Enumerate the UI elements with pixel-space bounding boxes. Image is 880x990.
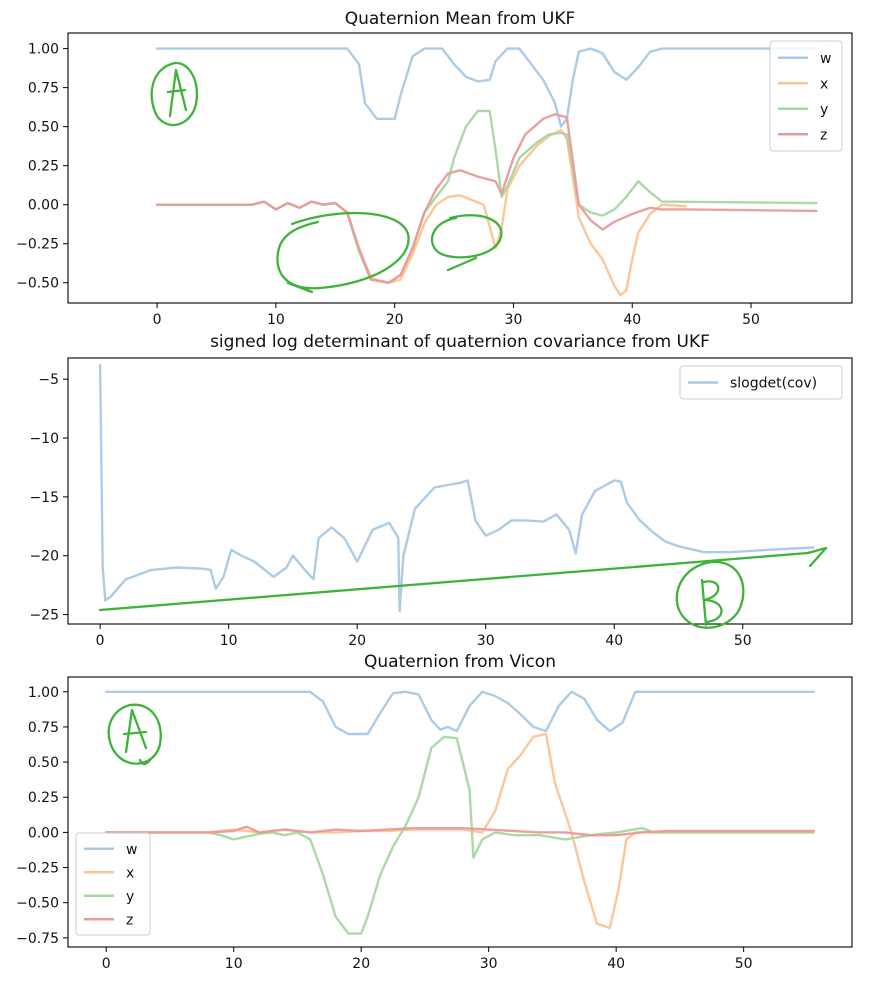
x-tick-label: 20 bbox=[386, 312, 404, 328]
chart-title: Quaternion from Vicon bbox=[364, 652, 556, 672]
x-tick-label: 10 bbox=[220, 633, 238, 649]
x-tick-label: 50 bbox=[734, 633, 752, 649]
y-tick-label: 0.00 bbox=[28, 825, 59, 841]
y-tick-label: −0.25 bbox=[16, 237, 59, 253]
chart-title: Quaternion Mean from UKF bbox=[345, 9, 576, 29]
legend: slogdet(cov) bbox=[679, 365, 843, 400]
annotation-circle-dip bbox=[276, 211, 410, 294]
legend-label: x bbox=[820, 76, 828, 92]
annotation-line-slogdet bbox=[98, 546, 828, 612]
legend-label: slogdet(cov) bbox=[730, 376, 817, 392]
legend-label: y bbox=[126, 889, 134, 905]
y-tick-label: −10 bbox=[29, 431, 59, 447]
legend-label: z bbox=[126, 912, 133, 928]
y-tick-label: −25 bbox=[29, 608, 59, 624]
series-line-w bbox=[155, 47, 818, 128]
x-tick-label: 30 bbox=[480, 956, 498, 972]
y-tick-label: 0.50 bbox=[28, 755, 59, 771]
x-tick-label: 40 bbox=[623, 312, 641, 328]
y-tick-label: −0.25 bbox=[16, 861, 59, 877]
x-tick-label: 10 bbox=[267, 312, 285, 328]
x-tick-label: 50 bbox=[742, 312, 760, 328]
y-tick-label: 0.25 bbox=[28, 790, 59, 806]
x-tick-label: 10 bbox=[225, 956, 243, 972]
legend-label: z bbox=[820, 127, 827, 143]
annotation-a-top bbox=[150, 61, 199, 127]
x-tick-label: 20 bbox=[348, 633, 366, 649]
series-lines bbox=[155, 47, 818, 297]
series-lines bbox=[105, 690, 815, 935]
y-tick-label: −5 bbox=[38, 372, 59, 388]
legend-label: w bbox=[126, 842, 137, 858]
chart-title: signed log determinant of quaternion cov… bbox=[210, 332, 710, 352]
x-tick-label: 40 bbox=[605, 633, 623, 649]
series-line-y bbox=[105, 735, 815, 935]
series-line-y bbox=[155, 109, 818, 284]
annotation-a-bottom bbox=[107, 703, 162, 766]
y-tick-label: −0.50 bbox=[16, 896, 59, 912]
y-tick-label: 0.75 bbox=[28, 81, 59, 97]
panel-ukf-mean: Quaternion Mean from UKF 0 10 20 30 40 50 1.00 0… bbox=[16, 9, 853, 328]
x-tick-label: 30 bbox=[505, 312, 523, 328]
x-tick-label: 0 bbox=[96, 633, 105, 649]
legend-box bbox=[769, 40, 843, 152]
plot-frame bbox=[67, 676, 853, 948]
y-tick-label: −0.50 bbox=[16, 276, 59, 292]
y-tick-label: 0.25 bbox=[28, 159, 59, 175]
x-tick-label: 0 bbox=[102, 956, 111, 972]
series-line-slogdet-cov- bbox=[98, 363, 815, 613]
y-tick-label: 0.50 bbox=[28, 120, 59, 136]
y-tick-label: 1.00 bbox=[28, 685, 59, 701]
x-tick-label: 30 bbox=[477, 633, 495, 649]
legend-box bbox=[75, 832, 151, 936]
annotation-b bbox=[675, 560, 745, 629]
legend-label: y bbox=[820, 102, 828, 118]
y-tick-label: 1.00 bbox=[28, 42, 59, 58]
legend-box bbox=[679, 365, 843, 400]
legend-label: x bbox=[126, 865, 134, 881]
x-tick-label: 40 bbox=[607, 956, 625, 972]
y-tick-label: −15 bbox=[29, 490, 59, 506]
panel-vicon: Quaternion from Vicon 0 10 20 30 40 50 1.00 0.75… bbox=[16, 652, 853, 972]
legend-label: w bbox=[820, 51, 831, 67]
series-lines bbox=[98, 363, 815, 613]
x-tick-label: 0 bbox=[153, 312, 162, 328]
y-tick-label: −0.75 bbox=[16, 931, 59, 947]
plot-frame bbox=[67, 357, 853, 625]
series-line-z bbox=[105, 825, 815, 837]
series-line-z bbox=[155, 113, 818, 284]
plot-frame bbox=[67, 32, 853, 304]
y-tick-label: 0.75 bbox=[28, 720, 59, 736]
x-tick-label: 50 bbox=[735, 956, 753, 972]
series-line-w bbox=[105, 690, 815, 736]
y-tick-label: −20 bbox=[29, 549, 59, 565]
panel-slogdet: signed log determinant of quaternion cov… bbox=[29, 332, 853, 649]
x-tick-label: 20 bbox=[352, 956, 370, 972]
y-tick-label: 0.00 bbox=[28, 198, 59, 214]
annotation-circle-small bbox=[430, 214, 503, 272]
handwritten-annotations bbox=[98, 61, 828, 766]
